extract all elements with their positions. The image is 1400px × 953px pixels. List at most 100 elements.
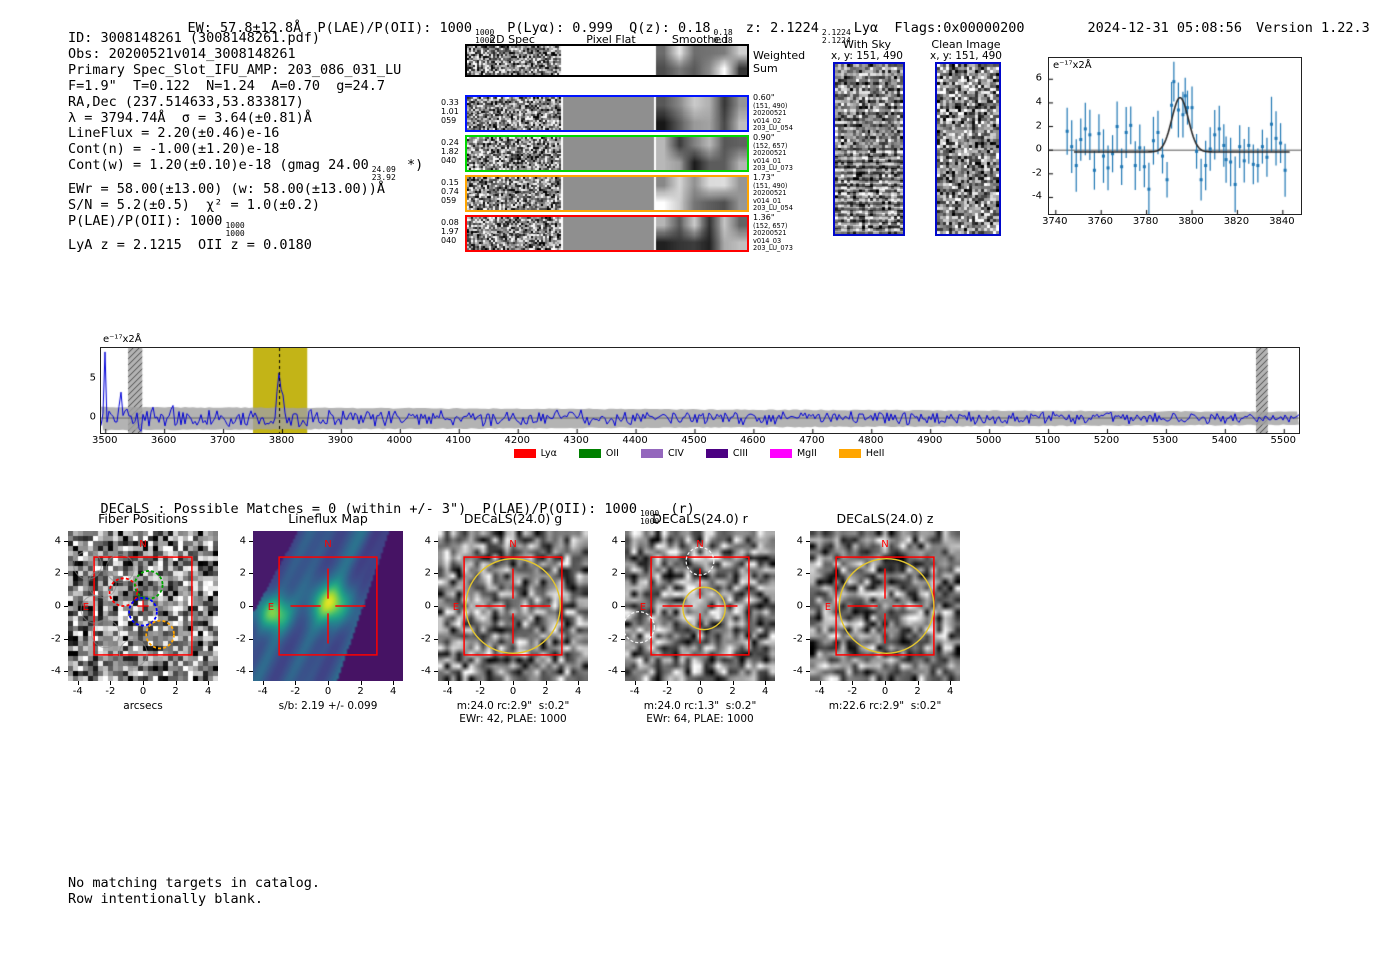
footer-line-1: No matching targets in catalog. [68, 875, 320, 891]
panel-xtick-mark [819, 681, 821, 685]
fiber-sep-value: 0.60" [753, 93, 775, 102]
fiber-info-line: 203_LU_054 [753, 124, 793, 133]
plae-lo: 1000 [475, 36, 495, 45]
panel-canvas-decals_z [810, 531, 960, 681]
panel-title-lineflux_map: Lineflux Map [288, 511, 368, 526]
fiber-info-line: 20200521 [753, 149, 787, 158]
info-line-6: LineFlux = 2.20(±0.46)e-16 [68, 125, 423, 142]
spec2d-weighted-row [465, 44, 749, 77]
fiber-row-weights: 0.15 0.74 059 [441, 178, 459, 205]
frac-hi: 1000 [225, 221, 245, 231]
info-text: LyA z = 2.1215 OII z = 0.0180 [68, 237, 312, 254]
panel-overlay-lineflux_map: NE [268, 539, 378, 656]
panel-xtick-mark [852, 681, 854, 685]
spec2d-strip-canvas [467, 97, 747, 130]
z-fraction: 2.1224 2.1224 [822, 29, 851, 45]
panel-ytick-mark [64, 573, 68, 575]
panel-ytick: 2 [54, 567, 61, 579]
panel-xtick-mark [328, 681, 329, 685]
panel-caption2: EWr: 64, PLAE: 1000 [646, 713, 754, 725]
panel-xtick: -2 [105, 686, 116, 697]
summary-plya-qz: P(Lyα): 0.999 Q(z): 0.18 [507, 20, 711, 36]
panel-ytick: 4 [239, 535, 246, 547]
svg-text:E: E [640, 602, 646, 613]
spectrum-xtick: 4700 [799, 435, 825, 446]
panel-xtick: 2 [172, 686, 179, 697]
spectrum-xtick: 3500 [91, 435, 118, 446]
panel-xtick: -4 [814, 686, 825, 697]
panel-xtick-mark [110, 681, 112, 685]
panel-xtick: -2 [290, 686, 301, 697]
fiber-sep-value: 1.73" [753, 173, 775, 182]
fiber-info-line: (151, 490) [753, 101, 788, 110]
info-fraction: 1000 1000 [225, 222, 244, 238]
qz-lo: 0.18 [713, 36, 733, 45]
spec2d-fiber-row [465, 95, 749, 132]
panel-xtick: 4 [762, 686, 769, 697]
info-text: Cont(n) = -1.00(±1.20)e-18 [68, 141, 280, 158]
legend-label: OII [605, 448, 619, 459]
info-text: P(LAE)/P(OII): 1000 [68, 213, 223, 230]
panel-ytick: 0 [239, 600, 246, 612]
clean-image-coords: x, y: 151, 490 [930, 50, 1002, 62]
decals-fraction: 1000 1000 [640, 510, 659, 526]
spectrum-ytick: 5 [89, 372, 96, 384]
legend-swatch [640, 449, 663, 458]
panel-xtick: -4 [72, 686, 83, 697]
line-fit-xtick: 3800 [1178, 216, 1204, 227]
panel-xtick: 2 [357, 686, 364, 697]
line-fit-ytick: 6 [1035, 72, 1042, 84]
panel-xtick-mark [77, 681, 79, 685]
info-line-3: F=1.9" T=0.122 N=1.24 A=0.70 g=24.7 [68, 78, 423, 95]
fiber-row-weights: 0.33 1.01 059 [441, 98, 459, 125]
info-fraction: 24.09 23.92 [372, 166, 396, 182]
spec2d-strip-canvas [467, 46, 747, 75]
panel-xtick-mark [513, 681, 514, 685]
legend-label: MgII [796, 448, 817, 459]
info-text: EWr = 58.00(±13.00) (w: 58.00(±13.00))Å [68, 181, 385, 198]
legend-label: CIII [732, 448, 748, 459]
spec2d-strip-canvas [467, 137, 747, 170]
panel-xtick-mark [578, 681, 580, 685]
svg-text:N: N [881, 539, 888, 550]
svg-text:E: E [83, 602, 89, 613]
panel-xtick: -4 [257, 686, 268, 697]
spectrum-legend: Lyα OII CIV CIII MgII HeII [100, 448, 1298, 459]
panel-ytick: -4 [51, 665, 61, 677]
panel-ytick: 4 [796, 535, 803, 547]
info-line-9: EWr = 58.00(±13.00) (w: 58.00(±13.00))Å [68, 181, 423, 198]
spectrum-xtick: 4100 [445, 435, 471, 446]
panel-ytick: -4 [421, 665, 431, 677]
full-spectrum-canvas [101, 348, 1299, 433]
panel-xtick-mark [480, 681, 482, 685]
report-datetime: 2024-12-31 05:08:56 [1087, 20, 1242, 36]
panel-xtick: 0 [139, 686, 147, 697]
panel-ytick-mark [806, 638, 810, 640]
panel-caption: s/b: 2.19 +/- 0.099 [278, 700, 378, 712]
panel-xtick-mark [765, 681, 767, 685]
with-sky-title: With Sky [843, 38, 891, 51]
panel-ytick-mark [249, 573, 253, 575]
panel-ytick: 4 [611, 535, 618, 547]
panel-caption2: EWr: 42, PLAE: 1000 [459, 713, 567, 725]
fiber-info-line: v014_01 [753, 196, 782, 205]
spec2d-strip-canvas [467, 217, 747, 250]
fiber-sep-value: 0.90" [753, 133, 775, 142]
spectrum-xtick: 5300 [1152, 435, 1179, 446]
fiber-row-info: 1.36" (152, 657) 20200521 v014_03 203_LU_073 [753, 213, 793, 253]
full-spectrum-plot [100, 347, 1300, 434]
panel-xtick: 2 [729, 686, 736, 697]
plae-hi: 1000 [475, 28, 495, 37]
svg-text:E: E [268, 602, 274, 613]
panel-ytick-mark [621, 606, 625, 607]
fiber-row-weights: 0.08 1.97 040 [441, 218, 459, 245]
panel-xtick: 0 [324, 686, 332, 697]
panel-xtick-mark [950, 681, 952, 685]
panel-caption: m:24.0 rc:2.9" s:0.2" [456, 700, 570, 712]
panel-ytick: 2 [611, 567, 618, 579]
line-fit-units-label: e⁻¹⁷x2Å [1053, 60, 1092, 71]
info-line-0: ID: 3008148261 (3008148261.pdf) [68, 30, 423, 47]
fiber-info-line: v014_03 [753, 236, 782, 245]
panel-ytick-mark [434, 606, 438, 607]
spectrum-xtick: 3800 [268, 435, 295, 446]
